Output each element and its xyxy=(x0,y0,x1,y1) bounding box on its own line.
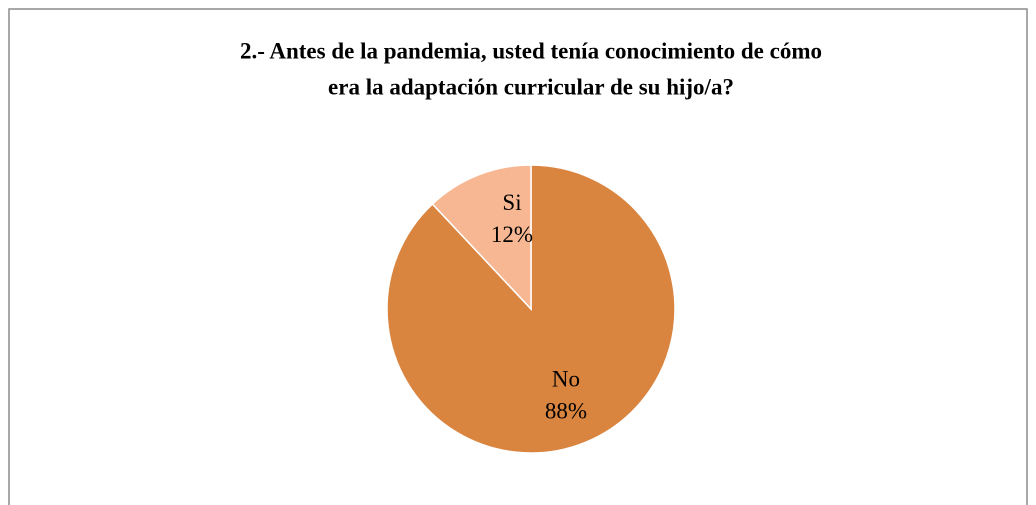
slice-value-label: 88% xyxy=(545,399,587,424)
slice-category-label: No xyxy=(552,367,580,392)
slice-category-label: Si xyxy=(502,190,521,215)
pie-slice xyxy=(386,164,676,454)
pie-slice xyxy=(431,164,532,311)
chart-title: era la adaptación curricular de su hijo/… xyxy=(328,74,734,99)
chart-frame xyxy=(8,8,1028,505)
chart-title: 2.- Antes de la pandemia, usted tenía co… xyxy=(240,38,822,63)
slice-value-label: 12% xyxy=(491,222,533,247)
